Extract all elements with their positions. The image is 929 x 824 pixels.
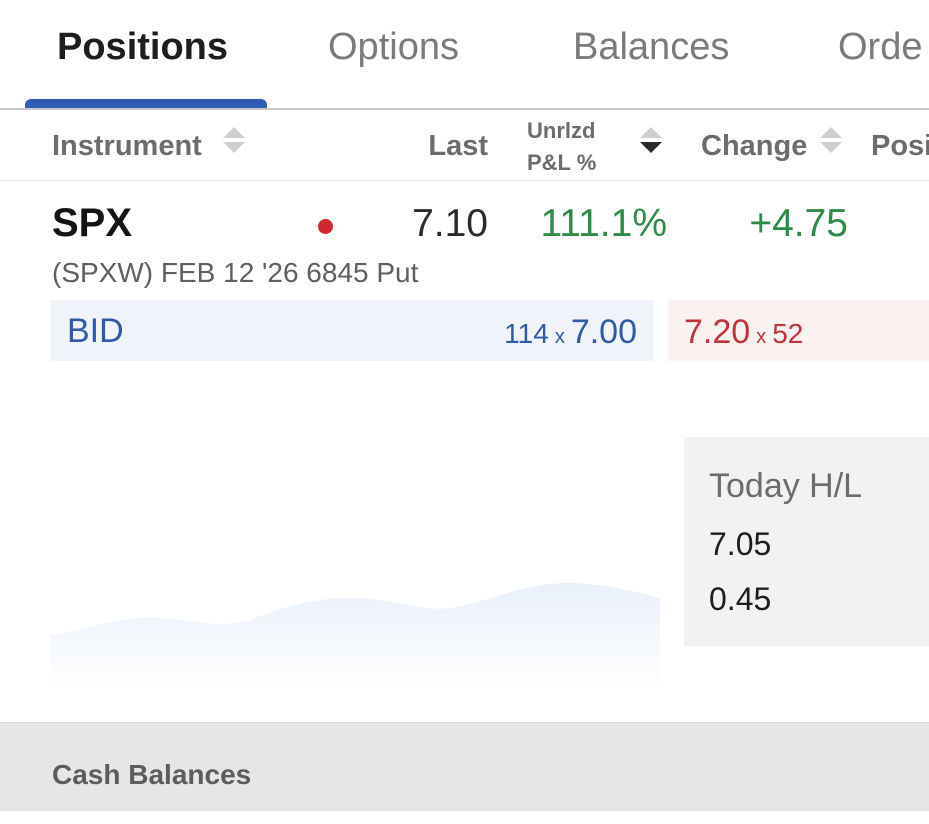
tab-options[interactable]: Options — [328, 26, 459, 68]
tab-bar: Positions Options Balances Orde — [0, 0, 929, 110]
tab-balances[interactable]: Balances — [573, 26, 730, 68]
tab-orders[interactable]: Orde — [838, 26, 923, 68]
column-header-pnl-line1[interactable]: Unrlzd — [527, 118, 596, 143]
ask-quote[interactable]: 7.20 x 52 — [668, 300, 929, 361]
last-price: 7.10 — [412, 202, 488, 245]
column-header-position[interactable]: Posi — [871, 130, 929, 162]
active-tab-indicator — [25, 99, 267, 108]
bid-label: BID — [67, 312, 124, 350]
column-header-change[interactable]: Change — [701, 130, 808, 162]
column-header-instrument[interactable]: Instrument — [52, 130, 202, 162]
ask-price: 7.20 — [684, 313, 751, 351]
price-change: +4.75 — [749, 202, 848, 245]
today-low-value: 0.45 — [709, 581, 772, 617]
today-high-low-panel: Today H/L 7.05 0.45 — [684, 437, 929, 646]
ask-x: x — [756, 326, 767, 348]
cash-balances-label: Cash Balances — [52, 759, 252, 790]
bid-x: x — [554, 326, 565, 348]
positions-table-header: Instrument Last Unrlzd P&L % Change Posi — [0, 108, 929, 181]
ask-value: 7.20 x 52 — [684, 313, 803, 352]
bid-quote[interactable]: BID 114 x 7.00 — [51, 300, 653, 361]
column-header-last[interactable]: Last — [428, 130, 488, 162]
today-high-value: 7.05 — [709, 526, 772, 562]
position-symbol[interactable]: SPX — [52, 201, 133, 245]
market-status-dot-icon — [318, 219, 333, 234]
ask-size: 52 — [772, 318, 804, 349]
tab-positions[interactable]: Positions — [57, 26, 229, 68]
column-header-pnl-line2[interactable]: P&L % — [527, 150, 597, 175]
bid-value: 114 x 7.00 — [504, 313, 637, 352]
cash-balances-section-header[interactable]: Cash Balances — [0, 722, 929, 811]
option-description: (SPXW) FEB 12 '26 6845 Put — [52, 257, 419, 288]
unrealized-pnl-percent: 111.1% — [540, 202, 667, 245]
sparkline-area — [50, 583, 660, 690]
bid-size: 114 — [504, 318, 549, 349]
bid-price: 7.00 — [570, 313, 637, 351]
today-hl-title: Today H/L — [709, 467, 863, 505]
intraday-sparkline — [50, 583, 660, 690]
